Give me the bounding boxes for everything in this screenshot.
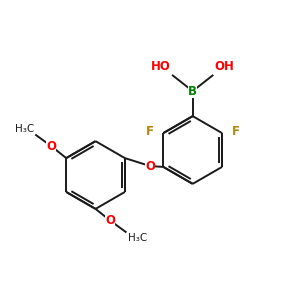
Text: F: F: [231, 125, 239, 138]
Text: H₃C: H₃C: [15, 124, 34, 134]
Text: H₃C: H₃C: [128, 233, 147, 243]
Text: B: B: [188, 85, 197, 98]
Text: O: O: [145, 160, 155, 172]
Text: HO: HO: [151, 60, 171, 73]
Text: O: O: [105, 214, 115, 227]
Text: OH: OH: [215, 60, 235, 73]
Text: O: O: [46, 140, 56, 153]
Text: F: F: [146, 125, 154, 138]
